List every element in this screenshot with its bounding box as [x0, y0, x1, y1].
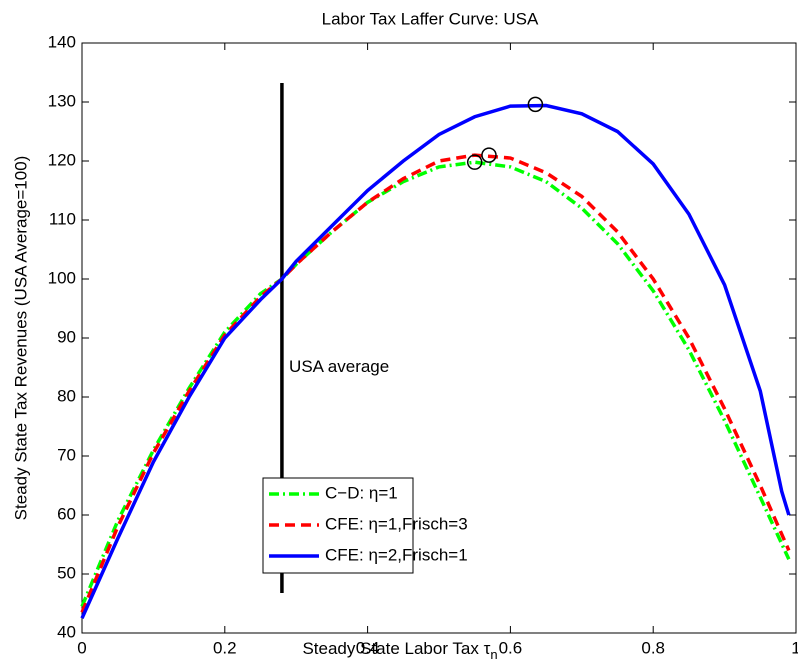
y-tick-label: 40	[57, 622, 76, 641]
x-axis-label-subscript: n	[490, 647, 497, 662]
x-tick-label: 1	[791, 638, 798, 657]
series-line	[80, 153, 791, 614]
annotation: USA average	[289, 357, 389, 376]
peak-marker	[481, 147, 497, 163]
x-tick-label: 0.2	[213, 638, 237, 657]
legend-label: CFE: η=2,Frisch=1	[325, 545, 468, 564]
x-tick-label: 0	[77, 638, 86, 657]
y-axis-label: Steady State Tax Revenues (USA Average=1…	[11, 156, 30, 521]
x-tick-label: 0.4	[356, 638, 380, 657]
chart-title: Labor Tax Laffer Curve: USA	[322, 9, 539, 28]
legend: C−D: η=1 CFE: η=1,Frisch=3 CFE: η=2,Frisch…	[262, 477, 468, 574]
peak-marker	[466, 154, 483, 170]
y-tick-label: 120	[48, 150, 76, 169]
x-tick-label: 0.8	[641, 638, 665, 657]
y-tick-label: 60	[57, 504, 76, 523]
y-tick-label: 70	[57, 445, 76, 464]
series-line	[80, 160, 791, 608]
y-tick-label: 100	[48, 268, 76, 287]
y-tick-label: 130	[48, 91, 76, 110]
x-axis-label-main: Steady State Labor Tax τ	[302, 639, 490, 658]
series-line	[80, 103, 791, 619]
y-tick-label: 140	[48, 32, 76, 51]
legend-label: C−D: η=1	[325, 483, 398, 502]
y-tick-label: 80	[57, 386, 76, 405]
legend-label: CFE: η=1,Frisch=3	[325, 514, 468, 533]
peak-marker	[527, 96, 544, 113]
y-tick-label: 110	[49, 209, 76, 228]
y-tick-label: 50	[57, 563, 76, 582]
x-tick-label: 0.6	[499, 638, 523, 657]
x-axis-label: Steady State Labor Tax τn	[302, 639, 497, 662]
y-tick-label: 90	[57, 327, 76, 346]
